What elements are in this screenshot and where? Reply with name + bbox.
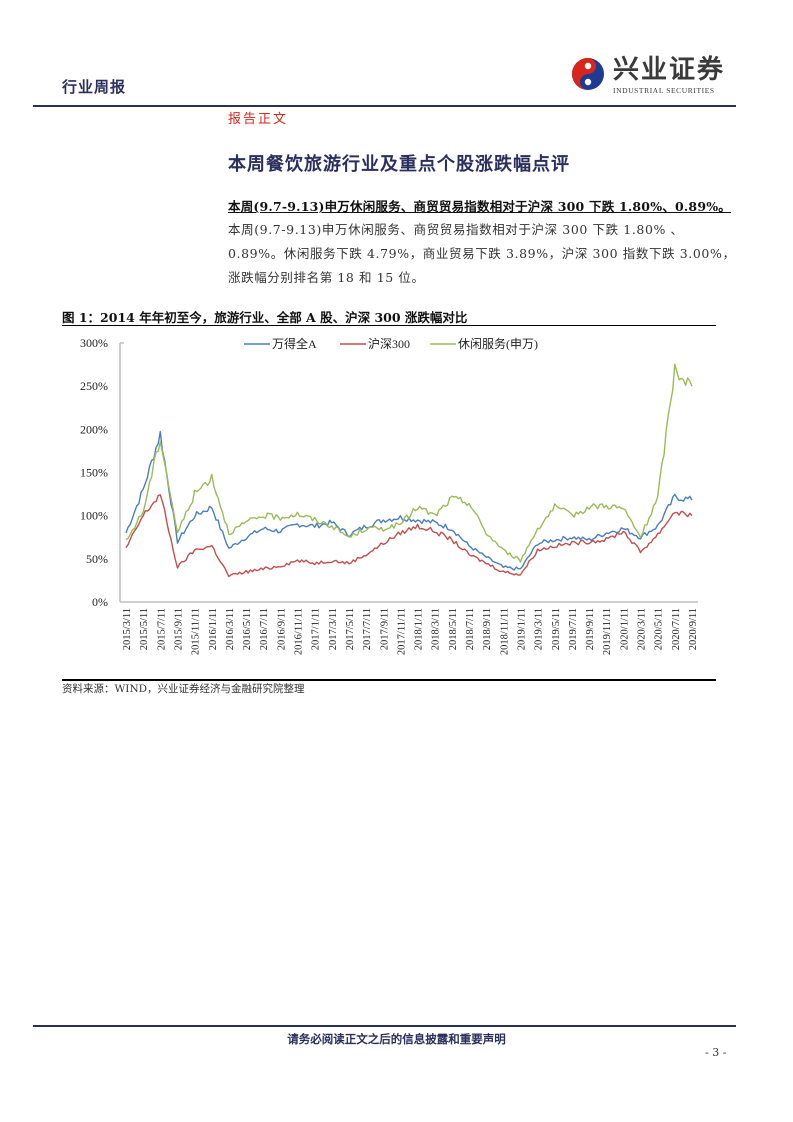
x-tick-label: 2015/5/11 <box>139 608 150 650</box>
x-tick-label: 2020/5/11 <box>654 608 665 650</box>
y-tick-label: 150% <box>80 466 108 480</box>
y-tick-label: 300% <box>80 336 108 350</box>
x-tick-label: 2017/11/11 <box>396 608 407 655</box>
x-tick-label: 2019/5/11 <box>551 608 562 650</box>
figure-source: 资料来源：WIND，兴业证券经济与金融研究院整理 <box>62 683 305 695</box>
x-tick-label: 2016/9/11 <box>276 608 287 650</box>
y-tick-label: 250% <box>80 379 108 393</box>
series-line <box>125 363 693 563</box>
x-tick-label: 2020/1/11 <box>619 608 630 650</box>
x-tick-label: 2017/7/11 <box>362 608 373 650</box>
x-tick-label: 2018/5/11 <box>448 608 459 650</box>
x-tick-label: 2020/9/11 <box>688 608 699 650</box>
section-label: 报告正文 <box>228 112 289 127</box>
logo-chinese-name: 兴业证券 <box>613 55 726 85</box>
x-tick-label: 2017/9/11 <box>379 608 390 650</box>
x-tick-label: 2015/11/11 <box>191 608 202 655</box>
x-tick-label: 2019/9/11 <box>585 608 596 650</box>
x-tick-label: 2016/1/11 <box>208 608 219 650</box>
y-tick-label: 50% <box>86 552 108 566</box>
footer-divider <box>33 1025 736 1027</box>
x-tick-label: 2017/1/11 <box>311 608 322 650</box>
x-tick-label: 2015/7/11 <box>156 608 167 650</box>
x-tick-label: 2016/3/11 <box>225 608 236 650</box>
legend-label: 万得全A <box>272 336 317 351</box>
y-axis: 0% 50% 100% 150% 200% 250% 300% <box>80 336 108 609</box>
logo-english-name: INDUSTRIAL SECURITIES <box>613 86 715 95</box>
summary-sentence: 本周(9.7-9.13)申万休闲服务、商贸贸易指数相对于沪深 300 下跌 1.… <box>228 199 732 214</box>
x-tick-label: 2020/3/11 <box>637 608 648 650</box>
x-tick-label: 2018/9/11 <box>482 608 493 650</box>
x-tick-label: 2016/7/11 <box>259 608 270 650</box>
figure-bottom-rule <box>62 679 716 681</box>
main-heading: 本周餐饮旅游行业及重点个股涨跌幅点评 <box>228 154 570 175</box>
figure-caption: 图 1：2014 年年初至今，旅游行业、全部 A 股、沪深 300 涨跌幅对比 <box>62 310 468 325</box>
legend-label: 休闲服务(申万) <box>458 336 538 351</box>
x-axis: 2015/3/11 2015/5/11 2015/7/11 2015/9/11 2015… <box>122 608 699 655</box>
x-tick-label: 2019/11/11 <box>602 608 613 655</box>
x-tick-label: 2018/1/11 <box>414 608 425 650</box>
chart-legend: 万得全A 沪深300 休闲服务(申万) <box>244 336 538 351</box>
y-tick-label: 0% <box>92 595 108 609</box>
body-paragraph: 本周(9.7-9.13)申万休闲服务、商贸贸易指数相对于沪深 300 下跌 1.… <box>228 222 736 285</box>
x-tick-label: 2015/3/11 <box>122 608 133 650</box>
x-tick-label: 2018/3/11 <box>431 608 442 650</box>
legend-label: 沪深300 <box>368 337 410 351</box>
plot-frame <box>119 342 698 603</box>
chart-canvas: 0% 50% 100% 150% 200% 250% 300% 万得全A 沪深300 休闲服务(… <box>80 336 699 655</box>
figure-top-rule <box>62 325 716 326</box>
line-chart: 0% 50% 100% 150% 200% 250% 300% 万得全A 沪深300 休闲服务(… <box>62 330 722 678</box>
series-line <box>125 494 693 578</box>
page-number: - 3 - <box>705 1046 727 1059</box>
x-tick-label: 2016/11/11 <box>294 608 305 655</box>
logo-swirl-icon <box>572 58 604 90</box>
x-tick-label: 2017/3/11 <box>328 608 339 650</box>
y-tick-label: 100% <box>80 509 108 523</box>
series-line <box>125 430 693 571</box>
x-tick-label: 2019/7/11 <box>568 608 579 650</box>
company-logo: 兴业证券 INDUSTRIAL SECURITIES <box>571 55 736 97</box>
header-divider <box>33 105 736 107</box>
y-tick-label: 200% <box>80 422 108 436</box>
x-tick-label: 2020/7/11 <box>671 608 682 650</box>
x-tick-label: 2019/3/11 <box>534 608 545 650</box>
x-tick-label: 2015/9/11 <box>173 608 184 650</box>
report-type-label: 行业周报 <box>62 78 127 96</box>
x-tick-label: 2018/7/11 <box>465 608 476 650</box>
x-tick-label: 2017/5/11 <box>345 608 356 650</box>
disclaimer-note: 请务必阅读正文之后的信息披露和重要声明 <box>287 1032 506 1046</box>
x-tick-label: 2019/1/11 <box>516 608 527 650</box>
x-tick-label: 2016/5/11 <box>242 608 253 650</box>
series-lines <box>125 363 693 578</box>
x-tick-label: 2018/11/11 <box>499 608 510 655</box>
